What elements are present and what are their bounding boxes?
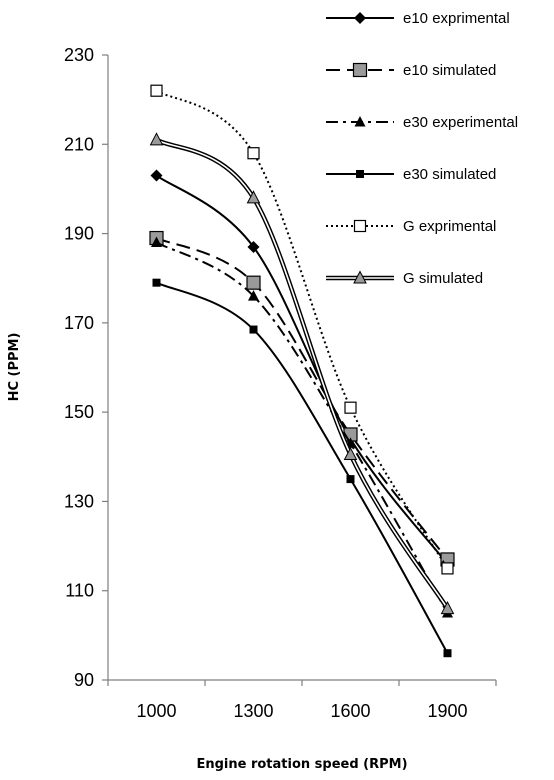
series-line-inner (156, 139, 449, 609)
y-ticks: 90 110 130 150 170 190 210 230 (64, 45, 108, 690)
y-tick-label: 150 (64, 402, 94, 422)
x-ticks: 1000 1300 1600 1900 (107, 680, 497, 721)
legend-swatch-marker (354, 116, 366, 127)
data-point (149, 132, 164, 146)
legend-item: G simulated (326, 270, 483, 287)
series-line (156, 241, 449, 614)
legend-swatch-marker (353, 219, 367, 233)
data-point (246, 275, 261, 290)
legend-label: e10 simulated (403, 62, 496, 79)
series-line (155, 174, 449, 565)
x-tick-label: 1600 (330, 701, 370, 721)
legend-item: e30 simulated (326, 166, 496, 183)
legend-item: G exprimental (326, 218, 496, 235)
data-point (247, 240, 260, 253)
y-tick-label: 190 (64, 224, 94, 244)
data-point (440, 600, 455, 615)
x-axis-title: Engine rotation speed (RPM) (196, 757, 407, 772)
legend-label: G exprimental (403, 218, 496, 235)
data-point (346, 475, 355, 484)
series-line (156, 237, 449, 561)
data-point (249, 325, 258, 334)
legend-item: e10 exprimental (326, 10, 510, 27)
data-point (150, 84, 163, 97)
y-tick-label: 170 (64, 313, 94, 333)
legend-swatch-marker (353, 270, 367, 284)
data-point (151, 236, 162, 247)
series-line (156, 281, 449, 654)
series-group (151, 236, 453, 618)
data-point (246, 190, 261, 204)
y-tick-label: 110 (65, 581, 94, 601)
legend-label: e30 experimental (403, 114, 518, 131)
x-tick-label: 1300 (233, 701, 273, 721)
data-point (248, 290, 259, 301)
data-point (344, 401, 357, 414)
chart-axes (107, 55, 496, 681)
series-group (150, 84, 454, 575)
series-group (149, 132, 455, 615)
x-tick-label: 1900 (427, 701, 467, 721)
y-axis-title: HC (PPM) (7, 333, 22, 402)
y-tick-label: 130 (64, 491, 94, 511)
y-tick-label: 210 (64, 134, 94, 154)
series-line (155, 89, 449, 569)
legend-swatch-marker (352, 62, 368, 78)
series-group (152, 278, 452, 658)
legend-label: e10 exprimental (403, 10, 510, 27)
data-point (247, 147, 260, 160)
legend-swatch-marker (356, 170, 364, 178)
legend: e10 exprimental e10 simulated e30 experime… (326, 10, 518, 287)
legend-item: e10 simulated (326, 62, 496, 79)
y-tick-label: 90 (74, 670, 94, 690)
series-line (155, 137, 450, 610)
data-point (443, 649, 452, 658)
legend-swatch-marker (354, 12, 366, 24)
legend-label: G simulated (403, 270, 483, 287)
legend-item: e30 experimental (326, 114, 518, 131)
data-point (343, 446, 358, 461)
data-point (441, 562, 454, 575)
x-tick-label: 1000 (136, 701, 176, 721)
legend-label: e30 simulated (403, 166, 496, 183)
y-tick-label: 230 (64, 45, 94, 65)
series-layer (149, 84, 455, 658)
data-point (150, 169, 163, 182)
data-point (152, 278, 161, 287)
